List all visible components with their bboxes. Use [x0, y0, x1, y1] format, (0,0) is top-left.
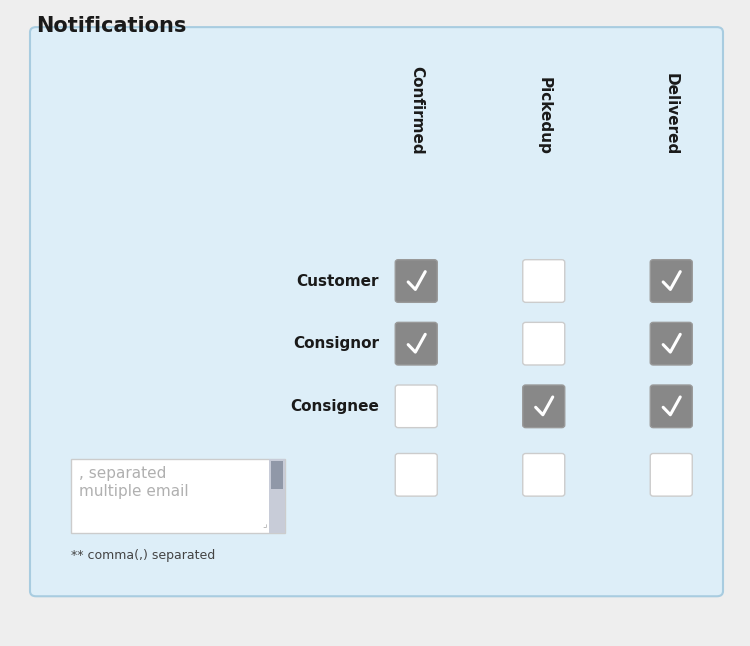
- Text: Confirmed: Confirmed: [409, 67, 424, 155]
- Text: Consignor: Consignor: [292, 336, 379, 351]
- Text: Consignee: Consignee: [290, 399, 379, 414]
- Text: Pickedup: Pickedup: [536, 77, 551, 155]
- FancyBboxPatch shape: [523, 385, 565, 428]
- Text: Customer: Customer: [296, 273, 379, 289]
- Bar: [268, 459, 285, 533]
- FancyBboxPatch shape: [395, 260, 437, 302]
- FancyBboxPatch shape: [395, 322, 437, 365]
- FancyBboxPatch shape: [650, 453, 692, 496]
- Text: ⌟: ⌟: [262, 519, 267, 529]
- Bar: [271, 461, 283, 489]
- Text: Notifications: Notifications: [36, 16, 186, 36]
- FancyBboxPatch shape: [650, 385, 692, 428]
- FancyBboxPatch shape: [30, 27, 723, 596]
- Text: Delivered: Delivered: [664, 73, 679, 155]
- FancyBboxPatch shape: [395, 385, 437, 428]
- FancyBboxPatch shape: [650, 322, 692, 365]
- Text: , separated
multiple email: , separated multiple email: [79, 466, 188, 499]
- FancyBboxPatch shape: [395, 453, 437, 496]
- FancyBboxPatch shape: [523, 322, 565, 365]
- FancyBboxPatch shape: [523, 453, 565, 496]
- FancyBboxPatch shape: [71, 459, 285, 533]
- FancyBboxPatch shape: [523, 260, 565, 302]
- FancyBboxPatch shape: [650, 260, 692, 302]
- Text: ** comma(,) separated: ** comma(,) separated: [71, 549, 215, 562]
